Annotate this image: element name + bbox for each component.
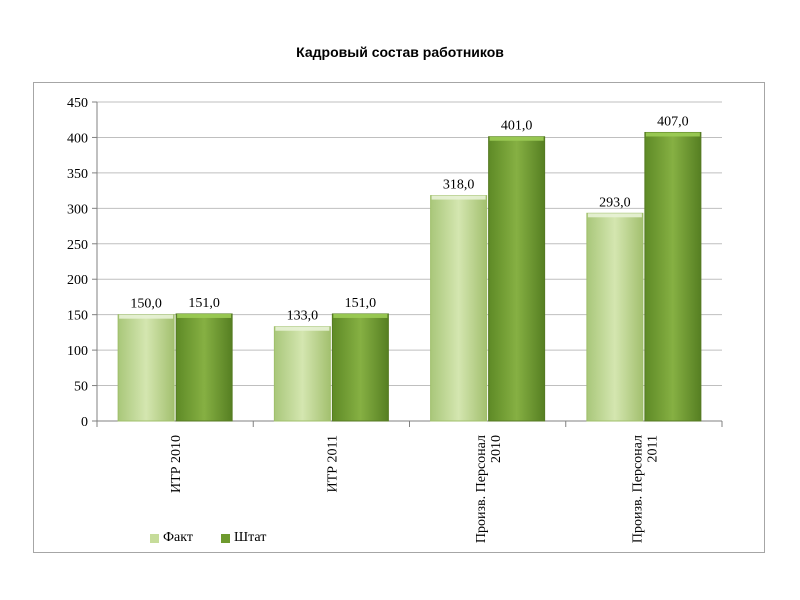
data-label: 401,0 [501, 119, 533, 134]
data-label: 133,0 [287, 309, 319, 324]
chart-title: Кадровый состав работников [296, 44, 504, 60]
category-label-line: ИТР 2011 [325, 435, 340, 492]
y-tick-label: 50 [74, 380, 88, 395]
y-tick-label: 0 [81, 415, 88, 430]
y-tick-label: 100 [67, 344, 88, 359]
y-tick-label: 150 [67, 309, 88, 324]
category-label-line: 2010 [489, 435, 504, 463]
bar-shtat [331, 313, 389, 422]
bar-fact [117, 314, 175, 422]
legend-item-shtat: Штат [221, 530, 266, 546]
bar-highlight [587, 213, 642, 218]
data-label: 151,0 [188, 296, 220, 311]
bar-highlight [275, 326, 330, 331]
legend-swatch-fact [150, 533, 159, 543]
category-label-line: Произв. Персонал [630, 435, 645, 543]
category-label: ИТР 2011 [325, 435, 340, 492]
bar-fact [430, 195, 488, 422]
data-label: 150,0 [130, 297, 162, 312]
bar-shtat [175, 313, 233, 422]
data-label: 407,0 [657, 114, 689, 129]
legend: Факт Штат [150, 530, 266, 546]
bar-highlight [489, 136, 544, 141]
category-label-line: 2011 [645, 435, 660, 462]
chart-frame [33, 82, 765, 553]
category-label-line: ИТР 2010 [169, 435, 184, 493]
category-label: Произв. Персонал 2010 [474, 435, 504, 543]
y-tick-label: 250 [67, 238, 88, 253]
y-tick-label: 350 [67, 167, 88, 182]
category-label-line: Произв. Персонал [474, 435, 489, 543]
bar-highlight [333, 313, 388, 318]
y-tick-label: 200 [67, 273, 88, 288]
bar-highlight [431, 195, 486, 200]
y-tick-label: 450 [67, 96, 88, 111]
legend-swatch-shtat [221, 533, 231, 543]
y-tick-label: 400 [67, 131, 88, 146]
bar-highlight [119, 314, 174, 319]
bar-shtat [644, 131, 702, 422]
bar-shtat [488, 136, 546, 422]
bar-highlight [177, 313, 232, 318]
bar-highlight [645, 132, 700, 137]
bar-fact [273, 326, 331, 422]
legend-item-fact: Факт [150, 530, 193, 546]
category-label: ИТР 2010 [169, 435, 184, 493]
legend-label-shtat: Штат [234, 530, 267, 545]
category-label: Произв. Персонал 2011 [630, 435, 660, 543]
y-tick-label: 300 [67, 202, 88, 217]
data-label: 293,0 [599, 195, 631, 210]
data-label: 318,0 [443, 178, 475, 193]
bar-fact [586, 212, 644, 422]
data-label: 151,0 [345, 296, 377, 311]
legend-label-fact: Факт [163, 530, 194, 545]
